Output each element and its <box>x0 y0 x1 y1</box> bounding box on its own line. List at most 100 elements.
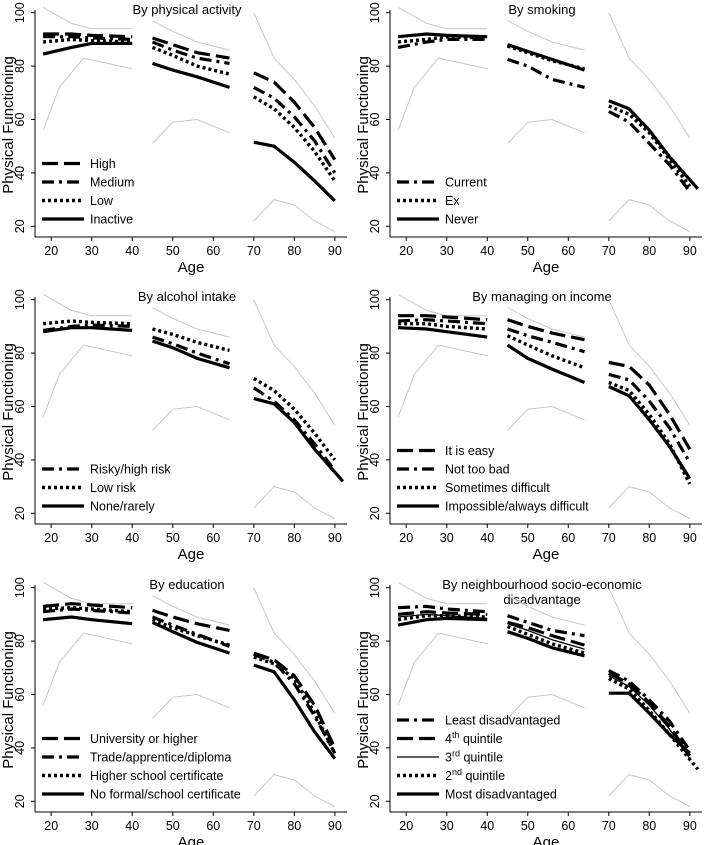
y-tick-label: 80 <box>368 346 382 360</box>
series-impossible-always-difficult-line <box>608 385 692 480</box>
series-none-rarely-line <box>152 339 230 370</box>
series-impossible-always-difficult-line <box>398 326 488 339</box>
series-most-disadvantaged-line <box>608 691 691 755</box>
reference-line-upper <box>507 595 585 626</box>
x-tick-label: 20 <box>44 244 58 258</box>
reference-line-lower <box>152 405 230 431</box>
y-tick-label: 40 <box>368 453 382 467</box>
series-it-is-easy-line <box>506 318 585 342</box>
y-tick-label: 40 <box>13 453 27 467</box>
legend-label: Least disadvantaged <box>445 714 560 728</box>
x-tick-label: 30 <box>85 819 99 833</box>
reference-line-upper <box>42 293 133 317</box>
y-axis-label: Physical Functioning <box>0 56 17 194</box>
x-tick-label: 20 <box>44 531 58 545</box>
x-tick-label: 30 <box>85 531 99 545</box>
legend-label: 4th quintile <box>445 730 503 746</box>
series-current-line <box>608 110 692 193</box>
y-tick-label: 60 <box>13 687 27 701</box>
legend-label: Medium <box>90 176 134 190</box>
reference-line-lower <box>507 405 585 431</box>
y-tick-label: 40 <box>13 741 27 755</box>
reference-line-upper <box>253 12 336 139</box>
series-least-disadvantaged-line <box>506 614 585 638</box>
reference-line-upper <box>42 6 133 30</box>
panel-title: By education <box>149 577 224 592</box>
x-tick-label: 90 <box>328 244 342 258</box>
panel-title: By alcohol intake <box>138 289 236 304</box>
x-tick-label: 70 <box>247 819 261 833</box>
x-tick-label: 60 <box>561 531 575 545</box>
x-tick-label: 40 <box>125 244 139 258</box>
series-medium-line <box>151 40 230 65</box>
legend-label: It is easy <box>445 444 495 458</box>
series-never-line <box>506 43 586 72</box>
y-tick-label: 60 <box>13 399 27 413</box>
series-most-disadvantaged-line <box>397 616 488 627</box>
reference-line-upper <box>42 581 133 605</box>
series-3rd-quintile-line <box>507 623 585 650</box>
x-tick-label: 50 <box>166 531 180 545</box>
x-tick-label: 40 <box>480 819 494 833</box>
series-risky-high-risk-line <box>152 335 231 366</box>
x-tick-label: 30 <box>440 244 454 258</box>
x-tick-label: 50 <box>521 819 535 833</box>
x-tick-label: 70 <box>247 531 261 545</box>
y-axis-label: Physical Functioning <box>355 56 372 194</box>
x-tick-label: 60 <box>206 244 220 258</box>
series-inactive-line <box>42 41 133 56</box>
x-tick-label: 90 <box>328 819 342 833</box>
x-tick-label: 60 <box>206 819 220 833</box>
series-current-line <box>506 57 585 89</box>
y-tick-label: 20 <box>368 219 382 233</box>
x-tick-label: 50 <box>521 244 535 258</box>
x-tick-label: 80 <box>287 819 301 833</box>
y-tick-label: 100 <box>368 2 382 23</box>
reference-line-lower <box>507 693 585 719</box>
series-high-line <box>151 36 230 60</box>
y-axis-label: Physical Functioning <box>355 343 372 481</box>
legend-label: Low <box>90 194 114 208</box>
series-inactive-line <box>253 140 336 203</box>
x-tick-label: 30 <box>85 244 99 258</box>
series-2nd-quintile-line <box>608 676 700 771</box>
series-it-is-easy-line <box>398 314 488 322</box>
x-tick-label: 80 <box>642 244 656 258</box>
y-tick-label: 80 <box>13 634 27 648</box>
x-tick-label: 80 <box>642 531 656 545</box>
series-sometimes-difficult-line <box>608 380 692 485</box>
y-tick-label: 20 <box>368 794 382 808</box>
x-tick-label: 40 <box>480 244 494 258</box>
series-none-rarely-line <box>253 396 345 483</box>
y-tick-label: 60 <box>368 399 382 413</box>
y-tick-label: 100 <box>13 289 27 310</box>
legend-label: Higher school certificate <box>90 769 223 783</box>
x-tick-label: 80 <box>287 531 301 545</box>
legend-label: Sometimes difficult <box>445 481 550 495</box>
reference-line-upper <box>608 299 691 426</box>
series-current-line <box>397 37 488 49</box>
x-tick-label: 70 <box>602 531 616 545</box>
reference-line-upper <box>397 293 488 317</box>
y-tick-label: 20 <box>13 506 27 520</box>
reference-line-lower <box>253 774 336 808</box>
series-it-is-easy-line <box>608 360 692 451</box>
x-tick-label: 30 <box>440 531 454 545</box>
legend-label: University or higher <box>90 732 198 746</box>
reference-line-lower <box>152 693 230 719</box>
series-higher-school-certificate-line <box>253 655 337 754</box>
x-tick-label: 90 <box>328 531 342 545</box>
legend-label: No formal/school certificate <box>90 788 241 802</box>
series-2nd-quintile-line <box>506 624 585 655</box>
series-inactive-line <box>151 61 230 89</box>
x-tick-label: 90 <box>683 244 697 258</box>
x-tick-label: 40 <box>480 531 494 545</box>
series-trade-apprentice-diploma-line <box>151 615 231 648</box>
legend-label: Inactive <box>90 213 133 227</box>
y-tick-label: 100 <box>368 577 382 598</box>
reference-line-lower <box>397 632 488 706</box>
legend-label: Never <box>445 213 478 227</box>
reference-line-upper <box>253 587 336 714</box>
series-no-formal-school-certificate-line <box>42 615 133 626</box>
